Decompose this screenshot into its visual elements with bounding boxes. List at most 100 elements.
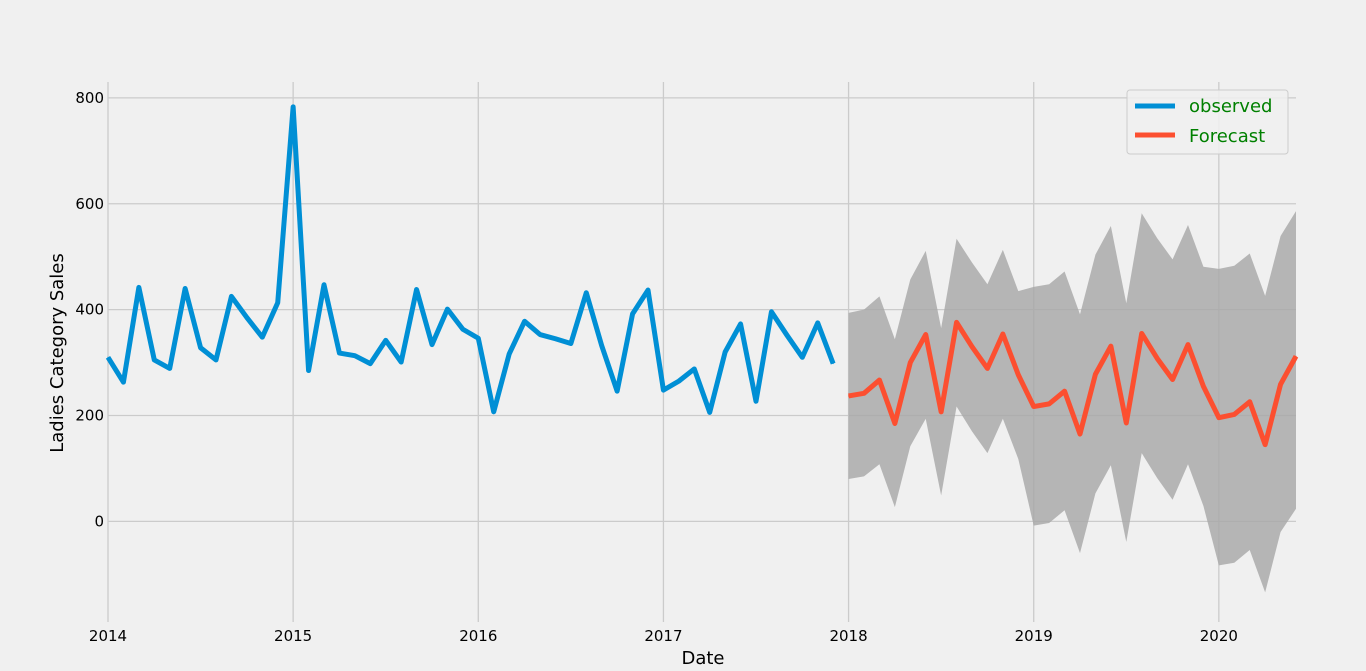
y-axis-label: Ladies Category Sales <box>47 253 68 453</box>
legend-label-observed: observed <box>1189 96 1272 117</box>
observed-point <box>230 295 232 297</box>
series-points <box>107 106 1297 446</box>
observed-point <box>601 345 603 347</box>
observed-point <box>277 302 279 304</box>
y-tick-label: 800 <box>75 89 104 107</box>
observed-point <box>153 359 155 361</box>
forecast-point <box>956 321 958 323</box>
observed-point <box>770 311 772 313</box>
observed-point <box>662 389 664 391</box>
forecast-point <box>1141 332 1143 334</box>
forecast-point <box>909 362 911 364</box>
confidence-band-group <box>848 211 1296 593</box>
observed-point <box>755 400 757 402</box>
x-tick-label: 2016 <box>459 627 497 645</box>
forecast-point <box>1125 422 1127 424</box>
forecast-point <box>1233 413 1235 415</box>
observed-point <box>693 368 695 370</box>
forecast-point <box>925 334 927 336</box>
forecast-point <box>1280 383 1282 385</box>
forecast-point <box>1249 401 1251 403</box>
observed-point <box>169 367 171 369</box>
y-tick-label: 600 <box>75 195 104 213</box>
x-tick-labels: 2014 2015 2016 2017 2018 2019 2020 <box>89 627 1238 645</box>
forecast-point <box>1048 403 1050 405</box>
legend-label-forecast: Forecast <box>1189 126 1265 147</box>
forecast-point <box>1002 333 1004 335</box>
observed-point <box>385 339 387 341</box>
forecast-point <box>1187 344 1189 346</box>
forecast-point <box>940 411 942 413</box>
observed-point <box>786 334 788 336</box>
y-tick-label: 0 <box>94 512 104 530</box>
observed-point <box>122 381 124 383</box>
observed-point <box>801 356 803 358</box>
observed-point <box>585 292 587 294</box>
forecast-point <box>1110 345 1112 347</box>
observed-point <box>570 343 572 345</box>
x-tick-label: 2020 <box>1200 627 1238 645</box>
observed-point <box>292 106 294 108</box>
observed-point <box>107 356 109 358</box>
y-tick-labels: 0 200 400 600 800 <box>75 89 104 531</box>
y-tick-label: 400 <box>75 301 104 319</box>
confidence-band <box>848 211 1296 593</box>
legend: observed Forecast <box>1126 89 1289 155</box>
observed-point <box>246 317 248 319</box>
forecast-point <box>1033 406 1035 408</box>
forecast-point <box>878 379 880 381</box>
x-tick-label: 2017 <box>644 627 682 645</box>
forecast-point <box>1156 357 1158 359</box>
observed-point <box>724 351 726 353</box>
observed-point <box>308 370 310 372</box>
y-tick-label: 200 <box>75 407 104 425</box>
forecast-point <box>1218 417 1220 419</box>
observed-line <box>105 104 836 415</box>
observed-point <box>539 334 541 336</box>
observed-point <box>554 338 556 340</box>
observed-point <box>416 289 418 291</box>
observed-point <box>493 411 495 413</box>
observed-point <box>354 355 356 357</box>
x-tick-label: 2019 <box>1015 627 1053 645</box>
forecast-point <box>1172 379 1174 381</box>
observed-point <box>832 363 834 365</box>
observed-point <box>709 411 711 413</box>
forecast-point <box>1295 355 1297 357</box>
observed-point <box>431 344 433 346</box>
forecast-point <box>1094 373 1096 375</box>
observed-point <box>524 320 526 322</box>
observed-point <box>338 352 340 354</box>
forecast-point <box>1017 374 1019 376</box>
observed-point <box>740 323 742 325</box>
observed-point <box>616 390 618 392</box>
observed-point <box>138 286 140 288</box>
x-tick-label: 2018 <box>829 627 867 645</box>
observed-point <box>400 361 402 363</box>
x-axis-label: Date <box>681 648 724 669</box>
observed-point <box>215 359 217 361</box>
forecast-point <box>1264 444 1266 446</box>
forecast-point <box>1079 433 1081 435</box>
observed-point <box>678 380 680 382</box>
observed-point <box>462 328 464 330</box>
observed-point <box>200 347 202 349</box>
forecast-point <box>986 367 988 369</box>
forecast-point <box>848 395 850 397</box>
observed-point <box>817 322 819 324</box>
observed-point <box>184 287 186 289</box>
forecast-point <box>894 422 896 424</box>
x-tick-label: 2014 <box>89 627 127 645</box>
forecast-point <box>1064 390 1066 392</box>
observed-point <box>508 353 510 355</box>
observed-point <box>446 308 448 310</box>
forecast-point <box>1202 385 1204 387</box>
forecast-line <box>848 319 1299 448</box>
observed-point <box>632 313 634 315</box>
observed-point <box>323 284 325 286</box>
series-lines <box>105 104 1299 448</box>
x-tick-label: 2015 <box>274 627 312 645</box>
observed-point <box>477 337 479 339</box>
observed-point <box>647 289 649 291</box>
